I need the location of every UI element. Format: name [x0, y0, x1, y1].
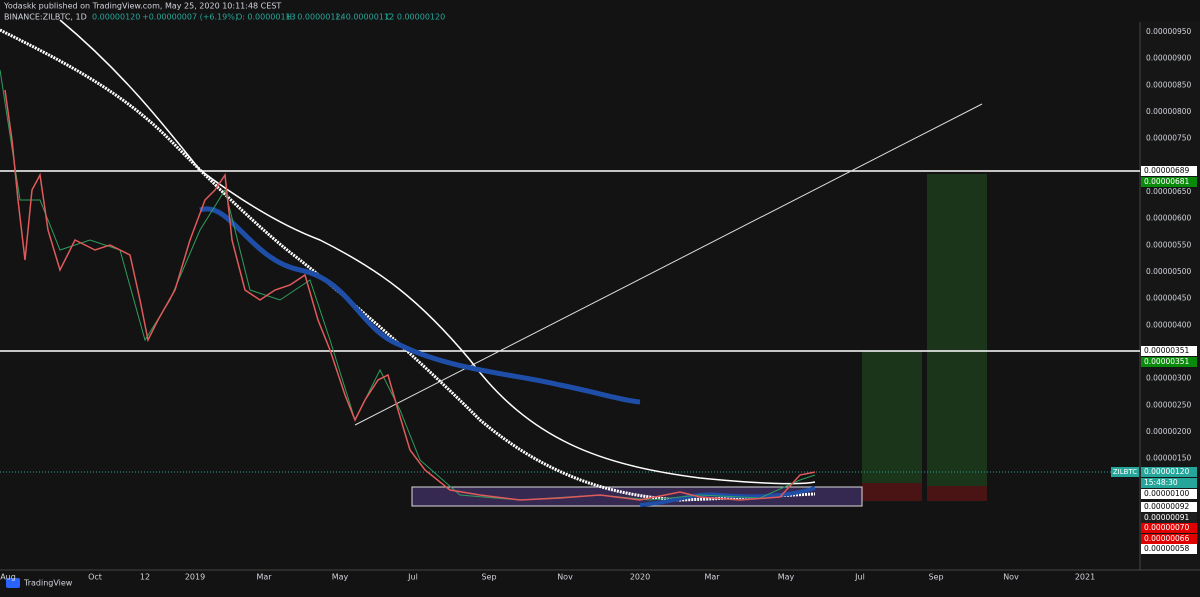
price-tag-bg	[1141, 502, 1197, 512]
time-label: 2020	[630, 573, 650, 582]
price-tag-bg	[1141, 513, 1197, 523]
price-tag: 0.00000092	[1144, 502, 1190, 511]
moving-average	[639, 486, 816, 507]
moving-average	[59, 19, 816, 485]
price-tag: 0.00000100	[1144, 489, 1190, 498]
symbol-tag-bg	[1111, 467, 1139, 477]
price-label: 0.00000500	[1146, 267, 1192, 276]
close: C: 0.00000120	[386, 13, 445, 22]
price-tag: 0.00000689	[1144, 166, 1190, 175]
price-label: 0.00000450	[1146, 294, 1192, 303]
publisher: Yodaskk published on TradingView.com, Ma…	[3, 2, 281, 11]
open: O: 0.00000113	[236, 13, 296, 22]
high: H: 0.00000124	[286, 13, 346, 22]
price-tag: 0.00000058	[1144, 544, 1190, 553]
trend-line	[354, 103, 983, 426]
low: L: 0.00000112	[336, 13, 394, 22]
time-label: Sep	[481, 573, 496, 582]
price-tag-bg	[1141, 467, 1197, 477]
price-label: 0.00000200	[1146, 427, 1192, 436]
price-label: 0.00000900	[1146, 54, 1192, 63]
symbol: BINANCE:ZILBTC, 1D	[4, 13, 87, 22]
time-label: Jul	[854, 573, 865, 582]
time-label: 2019	[185, 573, 205, 582]
footer: TradingView	[23, 579, 73, 588]
price-tag: 0.00000070	[1144, 523, 1190, 532]
symbol-tag: ZILBTC	[1113, 468, 1137, 476]
time-label: Mar	[704, 573, 720, 582]
price-label: 0.00000600	[1146, 214, 1192, 223]
price-tag: 0.00000681	[1144, 177, 1190, 186]
logo	[6, 578, 20, 588]
price-label: 0.00000150	[1146, 454, 1192, 463]
price-tag-bg	[1141, 346, 1197, 356]
price-tag: 0.00000351	[1144, 346, 1190, 355]
price-series	[4, 89, 816, 501]
price-label: 0.00000650	[1146, 187, 1192, 196]
price-tag: 0.00000066	[1144, 534, 1190, 543]
price-tag-bg	[1141, 357, 1197, 367]
profit-zone	[927, 174, 987, 486]
loss-zone	[927, 486, 987, 501]
time-label: Nov	[1003, 573, 1019, 582]
price-label: 0.00000750	[1146, 134, 1192, 143]
time-label: Nov	[557, 573, 573, 582]
profit-zone	[862, 351, 922, 483]
price-label: 0.00000250	[1146, 400, 1192, 409]
moving-average	[199, 206, 641, 405]
time-label: May	[778, 573, 795, 582]
time-label: 2021	[1075, 573, 1095, 582]
time-label: Oct	[88, 573, 102, 582]
price-tag: 0.00000351	[1144, 357, 1190, 366]
time-label: May	[332, 573, 349, 582]
time-label: Aug	[0, 573, 16, 582]
price-label: 0.00000800	[1146, 107, 1192, 116]
price-tag: 0.00000091	[1144, 513, 1190, 522]
price-label: 0.00000300	[1146, 374, 1192, 383]
time-label: 12	[140, 573, 150, 582]
time-label: Mar	[256, 573, 272, 582]
price-tag-bg	[1141, 166, 1197, 176]
price-tag-bg	[1141, 534, 1197, 544]
change: +0.00000007 (+6.19%)	[142, 13, 238, 22]
price-tag-bg	[1141, 523, 1197, 533]
price-tag-bg	[1141, 478, 1197, 488]
range-box	[411, 486, 863, 507]
time-label: Sep	[928, 573, 943, 582]
time-label: Jul	[407, 573, 418, 582]
price-tag-bg	[1141, 177, 1197, 187]
last-price: 0.00000120	[92, 13, 140, 22]
price-label: 0.00000400	[1146, 320, 1192, 329]
price-tag: 15:48:30	[1144, 478, 1178, 487]
price-label: 0.00000950	[1146, 27, 1192, 36]
price-label: 0.00000850	[1146, 80, 1192, 89]
price-tag-bg	[1141, 489, 1197, 499]
price-tag: 0.00000120	[1144, 467, 1190, 476]
price-label: 0.00000550	[1146, 240, 1192, 249]
loss-zone	[862, 483, 922, 501]
price-tag-bg	[1141, 544, 1197, 554]
